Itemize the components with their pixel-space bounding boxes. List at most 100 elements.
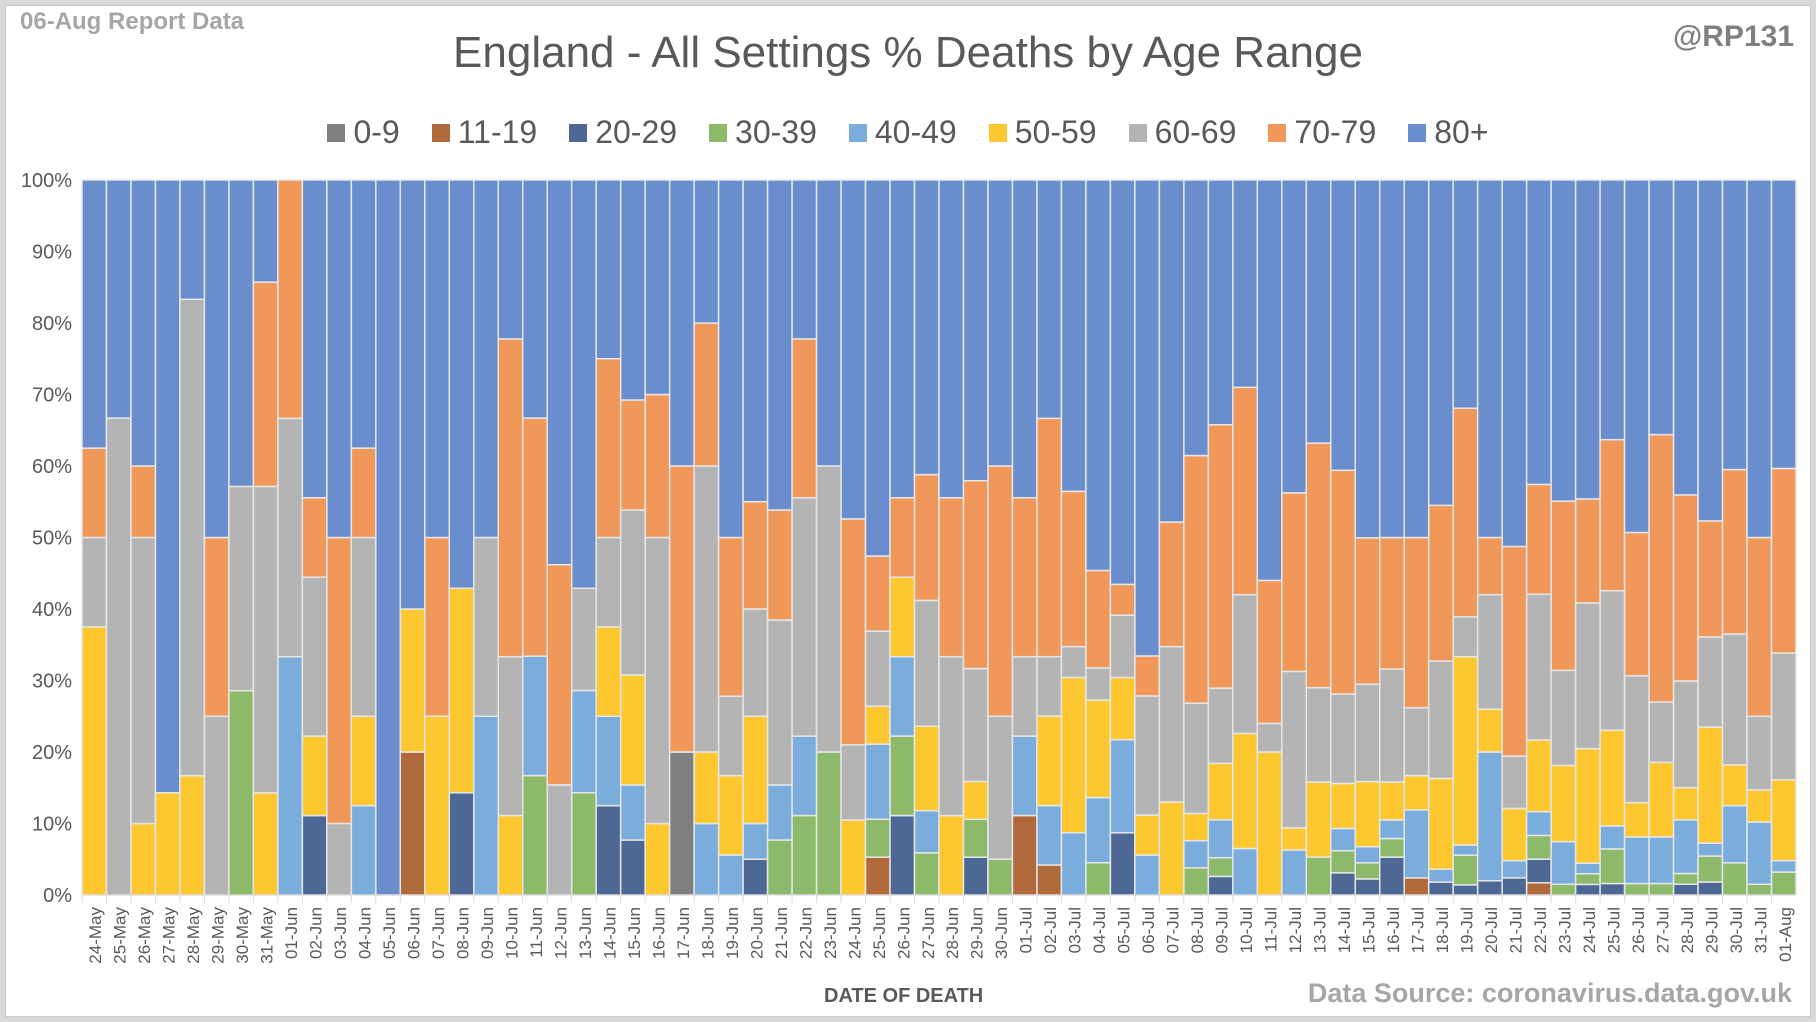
bar-segment-40-49-28-Jul	[1672, 819, 1699, 875]
x-tick-label: 02-Jul	[1041, 907, 1060, 953]
bar-segment-80+-21-Jul	[1501, 179, 1528, 548]
bar-segment-80+-28-Jun	[938, 179, 965, 499]
bar-segment-70-79-12-Jun	[546, 563, 573, 786]
bar-segment-70-79-26-Jul	[1623, 531, 1650, 677]
bar-segment-50-59-24-Jun	[840, 819, 867, 896]
bar-segment-60-69-11-Jul	[1256, 722, 1283, 753]
bar-segment-20-29-18-Jul	[1427, 881, 1454, 896]
bar-segment-60-69-12-Jul	[1281, 670, 1308, 829]
legend-item-11-19: 11-19	[431, 114, 537, 151]
bar-segment-30-39-29-Jun	[962, 818, 989, 858]
bar-segment-50-59-04-Jun	[350, 715, 377, 807]
legend-item-0-9: 0-9	[327, 114, 400, 151]
bar-segment-11-19-02-Jul	[1036, 864, 1063, 896]
x-tick-label: 05-Jun	[380, 907, 399, 959]
legend-item-80+: 80+	[1408, 114, 1489, 151]
bar-segment-60-69-17-Jul	[1403, 706, 1430, 777]
bar-segment-30-39-22-Jul	[1525, 834, 1552, 860]
bar-segment-30-39-01-Aug	[1770, 871, 1797, 896]
x-tick-label: 16-Jun	[649, 907, 668, 959]
bar-segment-80+-21-Jun	[766, 179, 793, 511]
bar-segment-80+-07-Jul	[1158, 179, 1185, 523]
bar-segment-70-79-06-Jul	[1134, 655, 1161, 697]
bar-segment-30-39-28-Jul	[1672, 872, 1699, 886]
bar-segment-30-39-09-Jul	[1207, 857, 1234, 878]
legend-item-30-39: 30-39	[709, 114, 817, 151]
bar-segment-40-49-19-Jun	[717, 854, 744, 896]
x-tick-label: 28-Jun	[943, 907, 962, 959]
bar-segment-40-49-04-Jun	[350, 804, 377, 896]
bar-segment-60-69-09-Jun	[473, 536, 500, 717]
bar-segment-50-59-17-Jul	[1403, 774, 1430, 811]
bar-segment-70-79-05-Jul	[1109, 583, 1136, 616]
bar-segment-30-39-11-Jun	[521, 774, 548, 896]
bar-segment-50-59-28-Jul	[1672, 786, 1699, 821]
bar-segment-20-29-16-Jul	[1378, 856, 1405, 896]
bar-segment-80+-10-Jul	[1232, 179, 1259, 389]
y-tick-label: 30%	[32, 671, 72, 693]
x-tick-label: 10-Jul	[1237, 907, 1256, 953]
bar-segment-50-59-14-Jul	[1330, 782, 1357, 830]
x-tick-label: 15-Jul	[1360, 907, 1379, 953]
x-tick-label: 20-Jun	[747, 907, 766, 959]
bar-segment-50-59-26-May	[130, 822, 157, 896]
x-tick-label: 14-Jun	[600, 907, 619, 959]
bar-segment-40-49-26-Jun	[889, 655, 916, 737]
bar-segment-60-69-22-Jul	[1525, 593, 1552, 741]
bar-segment-80+-23-Jun	[815, 179, 842, 467]
legend-item-50-59: 50-59	[988, 114, 1097, 151]
data-source-label: Data Source: coronavirus.data.gov.uk	[1307, 978, 1792, 1008]
bar-segment-30-39-13-Jul	[1305, 856, 1332, 896]
x-tick-label: 25-Jul	[1604, 907, 1623, 953]
bar-segment-30-39-14-Jul	[1330, 849, 1357, 874]
legend-swatch-icon	[1128, 123, 1147, 142]
bar-segment-40-49-22-Jul	[1525, 810, 1552, 837]
bar-segment-70-79-25-Jun	[864, 555, 891, 632]
bar-segment-70-79-26-May	[130, 465, 157, 539]
bar-segment-70-79-31-Jul	[1746, 536, 1773, 717]
bar-segment-40-49-25-Jun	[864, 743, 891, 820]
bar-segment-80+-13-Jun	[570, 179, 597, 590]
bar-segment-50-59-23-Jul	[1550, 764, 1577, 843]
bar-segment-11-19-25-Jun	[864, 856, 891, 896]
x-tick-label: 26-May	[135, 907, 154, 964]
bar-segment-80+-17-Jun	[668, 179, 695, 467]
bar-segment-70-79-08-Jul	[1183, 454, 1210, 704]
bar-segment-70-79-17-Jun	[668, 465, 695, 753]
bar-segment-60-69-27-Jul	[1648, 701, 1675, 764]
bar-segment-40-49-08-Jul	[1183, 839, 1210, 869]
bar-segment-60-69-16-Jul	[1378, 668, 1405, 783]
x-tick-label: 10-Jun	[503, 907, 522, 959]
x-tick-label: 07-Jul	[1164, 907, 1183, 953]
x-tick-label: 03-Jul	[1066, 907, 1085, 953]
legend-swatch-icon	[431, 123, 450, 142]
bar-segment-80+-27-May	[154, 179, 181, 794]
bar-segment-80+-17-Jul	[1403, 179, 1430, 539]
legend-item-70-79: 70-79	[1268, 114, 1376, 151]
x-tick-label: 19-Jul	[1457, 907, 1476, 953]
bar-segment-80+-12-Jun	[546, 179, 573, 566]
bar-segment-80+-14-Jun	[595, 179, 622, 360]
bar-segment-70-79-27-Jul	[1648, 433, 1675, 703]
bar-segment-30-39-26-Jun	[889, 735, 916, 817]
bar-segment-50-59-21-Jul	[1501, 807, 1528, 862]
bar-segment-20-29-14-Jun	[595, 804, 622, 896]
x-tick-label: 16-Jul	[1384, 907, 1403, 953]
bar-segment-40-49-25-Jul	[1599, 825, 1626, 850]
bar-segment-40-49-05-Jul	[1109, 738, 1136, 834]
x-tick-label: 13-Jul	[1311, 907, 1330, 953]
bar-segment-50-59-19-Jul	[1452, 655, 1479, 846]
x-tick-label: 09-Jun	[478, 907, 497, 959]
bar-segment-30-39-21-Jun	[766, 839, 793, 896]
bar-segment-70-79-11-Jun	[521, 417, 548, 657]
bar-segment-50-59-12-Jul	[1281, 827, 1308, 851]
bar-segment-70-79-09-Jul	[1207, 424, 1234, 689]
x-tick-label: 20-Jul	[1482, 907, 1501, 953]
bar-segment-50-59-26-Jul	[1623, 801, 1650, 838]
x-tick-label: 30-Jul	[1727, 907, 1746, 953]
bar-segment-70-79-02-Jun	[301, 497, 328, 578]
chart-legend: 0-9 11-19 20-29 30-39 40-49 50-59 60-69 70-79 80…	[0, 114, 1816, 151]
bar-segment-70-79-03-Jun	[326, 536, 353, 825]
bar-segment-80+-19-Jul	[1452, 179, 1479, 409]
legend-label: 40-49	[874, 114, 957, 150]
